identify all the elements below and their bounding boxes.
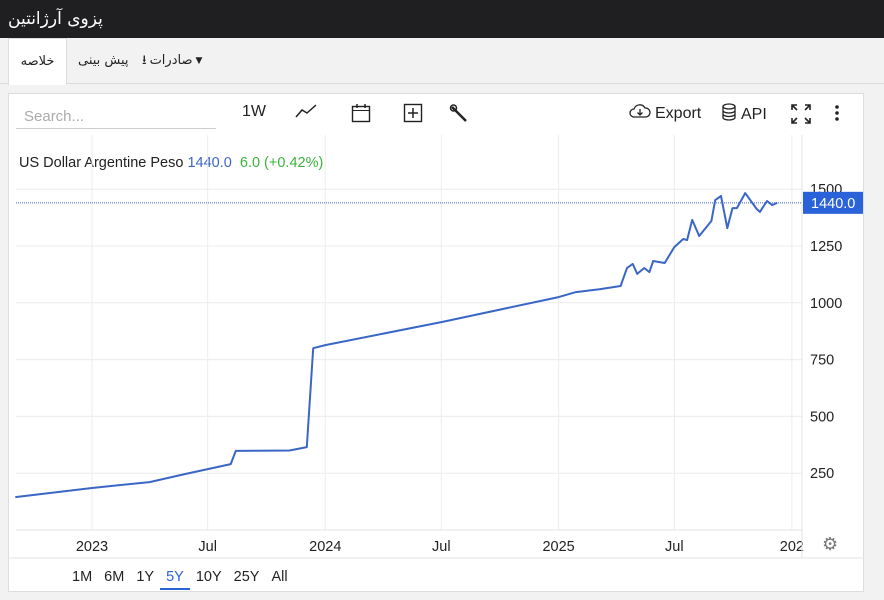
tab-bar: خلاصه پیش بینی ⭳ صادرات ▼ [0, 38, 884, 85]
range-10y[interactable]: 10Y [195, 569, 222, 585]
caret-down-icon: ▼ [195, 56, 203, 66]
x-tick-label: 2023 [76, 539, 108, 555]
range-25y[interactable]: 25Y [233, 569, 260, 585]
database-icon [721, 103, 737, 126]
last-value-label: 1440.0 [811, 196, 855, 212]
range-all[interactable]: All [271, 569, 288, 585]
price-line [15, 192, 778, 499]
range-6m[interactable]: 6M [104, 569, 125, 585]
chart-type-icon[interactable] [295, 103, 317, 119]
y-tick-label: 750 [810, 353, 834, 369]
chart-legend: US Dollar Argentine Peso 1440.0 6.0 (+0.… [19, 155, 323, 171]
more-options-icon[interactable] [834, 103, 840, 123]
tab-forecast[interactable]: پیش بینی [78, 53, 129, 68]
y-tick-label: 1250 [810, 239, 842, 255]
y-tick-label: 250 [810, 466, 834, 482]
add-indicator-icon[interactable] [403, 103, 423, 123]
api-label: API [741, 105, 767, 123]
range-1y[interactable]: 1Y [136, 569, 155, 585]
api-button[interactable]: API [721, 103, 767, 126]
page-header: پزوی آرژانتین [0, 0, 884, 38]
tab-summary[interactable]: خلاصه [8, 38, 67, 85]
tab-export-label: صادرات [149, 53, 193, 68]
x-tick-label: 202 [780, 539, 804, 555]
series-name: US Dollar Argentine Peso [19, 155, 184, 171]
wrench-icon[interactable] [449, 103, 469, 123]
search-input[interactable] [16, 105, 216, 129]
range-1m[interactable]: 1M [72, 569, 93, 585]
interval-button[interactable]: 1W [242, 103, 266, 120]
export-button[interactable]: Export [629, 103, 701, 124]
page-title: پزوی آرژانتین [8, 9, 103, 29]
series-value: 1440.0 [187, 155, 232, 171]
fullscreen-icon[interactable] [790, 103, 812, 125]
settings-gear-icon[interactable]: ⚙ [822, 534, 839, 554]
y-tick-label: 500 [810, 409, 834, 425]
y-tick-label: 1000 [810, 296, 842, 312]
x-tick-label: 2024 [309, 539, 341, 555]
last-value-badge [803, 191, 863, 214]
x-tick-label: 2025 [542, 539, 574, 555]
x-tick-label: Jul [198, 539, 217, 555]
cloud-download-icon [629, 103, 651, 124]
tab-export[interactable]: ⭳ صادرات ▼ [142, 38, 202, 84]
range-5y[interactable]: 5Y [160, 566, 190, 590]
series-change: 6.0 (+0.42%) [239, 155, 324, 171]
download-icon: ⭳ [142, 53, 147, 68]
export-label: Export [655, 104, 702, 122]
chart-panel [8, 93, 864, 592]
x-tick-label: Jul [432, 539, 451, 555]
calendar-icon[interactable] [351, 103, 371, 123]
x-tick-label: Jul [665, 539, 684, 555]
range-selector: 1M 6M 1Y 5Y 10Y 25Y All [66, 566, 294, 590]
